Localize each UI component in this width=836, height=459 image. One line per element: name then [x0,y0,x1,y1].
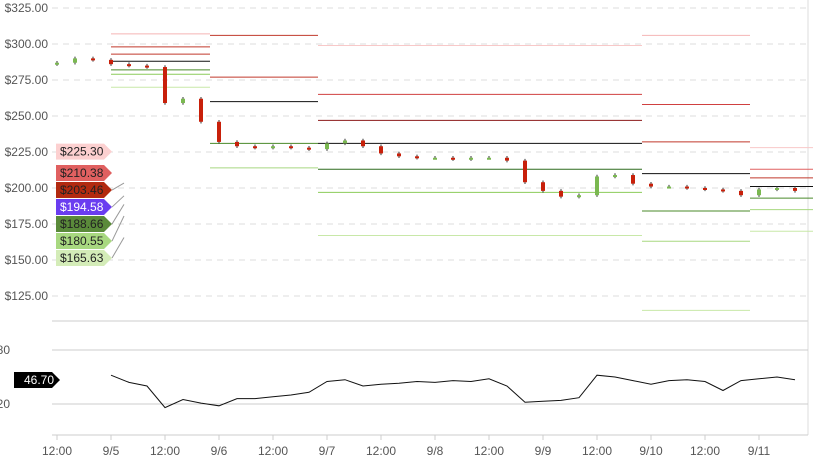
rsi-tick-label: 20 [0,397,10,411]
price-tag-shape [56,250,112,267]
candle-body [271,146,275,149]
price-tag: $180.55 [56,215,125,250]
candle-body [343,140,347,144]
candle-body [703,188,707,190]
price-tag-shape [56,233,112,250]
candle-body [541,182,545,191]
x-tick-label: 12:00 [582,444,612,458]
candle-body [487,157,491,160]
price-tag: $203.46 [56,182,125,199]
price-tag-shape [56,199,112,216]
candle-body [451,157,455,160]
x-tick-label: 9/5 [103,444,120,458]
candle-body [775,188,779,190]
price-tag-leader [111,204,125,225]
candle-body [289,146,293,149]
x-tick-label: 9/7 [319,444,336,458]
price-tag-leader [111,182,125,191]
price-tag-shape [56,143,112,160]
price-tag: $188.66 [56,204,125,233]
y-tick-label: $325.00 [5,1,49,15]
price-tag-label: $180.55 [60,234,104,248]
x-tick-label: 9/11 [748,444,771,458]
price-tag-leader [111,195,125,208]
y-tick-label: $175.00 [5,217,49,231]
x-tick-label: 9/6 [211,444,228,458]
candle-body [163,67,167,104]
price-tag-shape [56,165,112,182]
candle-body [127,64,131,67]
candle-body [523,160,527,183]
price-tag-leader [111,237,125,259]
price-tag-label: $165.63 [60,251,104,265]
rsi-tag-shape [14,371,60,388]
candle-body [631,175,635,184]
candle-body [577,195,581,198]
candle-body [325,143,329,150]
candle-body [649,183,653,187]
x-tick-label: 9/10 [639,444,663,458]
candle-body [595,176,599,196]
candle-body [397,153,401,157]
candle-body [145,65,149,68]
candle-body [433,157,437,160]
y-tick-label: $275.00 [5,73,49,87]
price-tag-label: $210.38 [60,166,104,180]
candle-body [181,98,185,104]
candle-body [361,140,365,147]
candle-body [613,175,617,178]
y-tick-label: $300.00 [5,37,49,51]
candle-body [667,186,671,189]
price-tag-shape [56,182,112,199]
x-tick-label: 12:00 [258,444,288,458]
x-tick-label: 12:00 [474,444,504,458]
rsi-tag-label: 46.70 [24,373,54,387]
y-tick-label: $150.00 [5,253,49,267]
candle-body [235,141,239,147]
candle-body [415,156,419,159]
candle-body [793,188,797,191]
x-tick-label: 12:00 [42,444,72,458]
x-tick-label: 9/8 [427,444,444,458]
rsi-value-tag: 46.70 [14,371,60,388]
price-tag: $194.58 [56,195,125,216]
y-tick-label: $225.00 [5,145,49,159]
x-tick-label: 12:00 [150,444,180,458]
candle-body [253,146,257,149]
rsi-line [110,374,796,409]
x-tick-label: 12:00 [366,444,396,458]
y-tick-label: $200.00 [5,181,49,195]
price-tag: $210.38 [56,165,112,182]
price-tag: $165.63 [56,237,125,267]
x-tick-label: 12:00 [690,444,720,458]
price-tag-leader [111,215,125,242]
y-tick-label: $125.00 [5,289,49,303]
candle-body [559,190,563,197]
rsi-tick-label: 80 [0,343,10,357]
candle-body [757,189,761,196]
candle-body [469,157,473,160]
candle-body [685,186,689,189]
y-tick-label: $250.00 [5,109,49,123]
candle-body [217,121,221,142]
price-tag-shape [56,216,112,233]
price-tag-label: $188.66 [60,217,104,231]
candle-body [199,98,203,122]
candle-body [739,190,743,196]
price-tag-label: $194.58 [60,200,104,214]
candle-body [721,189,725,192]
candle-body [91,58,95,61]
candle-body [307,147,311,150]
price-tag-label: $225.30 [60,145,104,159]
x-tick-label: 9/9 [535,444,552,458]
candle-body [505,157,509,161]
price-tag-label: $203.46 [60,183,104,197]
candle-body [73,58,77,63]
candle-body [379,146,383,154]
candle-body [55,62,59,65]
price-tag: $225.30 [56,143,112,160]
candle-body [109,59,113,65]
